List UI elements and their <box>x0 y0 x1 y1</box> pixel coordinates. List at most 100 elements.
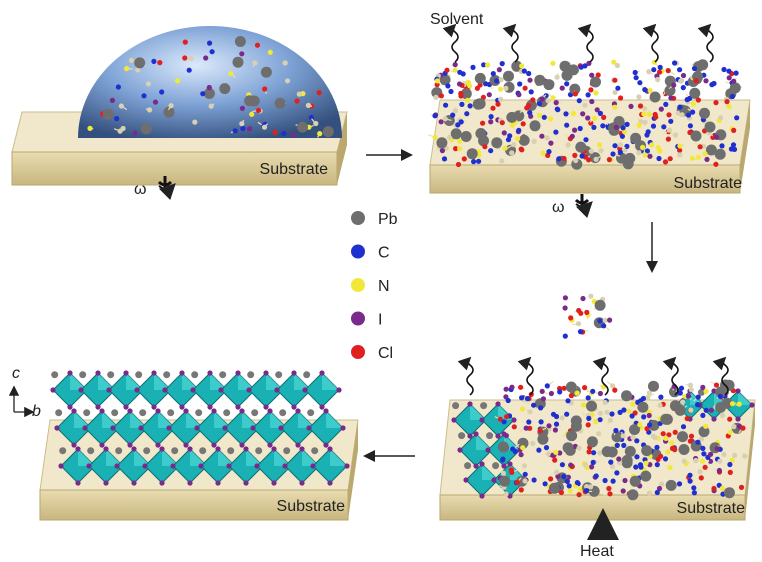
atom <box>141 93 146 98</box>
atom <box>555 75 560 80</box>
atom <box>252 60 257 65</box>
atom <box>700 446 705 451</box>
substrate-label: Substrate <box>677 500 746 517</box>
atom <box>450 113 455 118</box>
atom <box>306 103 311 108</box>
atom <box>435 78 440 83</box>
atom <box>718 115 723 120</box>
atom <box>576 321 581 326</box>
iodine <box>110 425 115 430</box>
atom <box>724 487 735 498</box>
atom <box>633 70 638 75</box>
atom <box>187 68 192 73</box>
atom <box>548 141 553 146</box>
atom <box>520 406 525 411</box>
atom <box>590 77 601 88</box>
atom <box>624 153 635 164</box>
lead <box>311 447 318 454</box>
vapor <box>707 26 713 62</box>
atom <box>557 389 562 394</box>
atom <box>607 318 612 323</box>
atom <box>584 488 589 493</box>
atom <box>597 142 602 147</box>
atom <box>570 134 575 139</box>
atom <box>654 445 659 450</box>
atom <box>626 409 631 414</box>
atom <box>495 102 500 107</box>
atom <box>527 409 532 414</box>
iodine <box>485 447 490 452</box>
vapor <box>527 359 533 395</box>
atom <box>499 158 504 163</box>
atom <box>553 130 558 135</box>
atom <box>512 424 517 429</box>
iodine <box>323 408 328 413</box>
atom <box>730 401 735 406</box>
iodine <box>99 408 104 413</box>
iodine <box>226 463 231 468</box>
atom <box>440 148 445 153</box>
atom <box>717 459 722 464</box>
atom <box>565 479 570 484</box>
atom <box>564 123 569 128</box>
atom <box>116 84 121 89</box>
iodine <box>187 446 192 451</box>
atom <box>637 80 642 85</box>
atom <box>690 156 695 161</box>
atom <box>598 417 603 422</box>
atom <box>621 443 626 448</box>
iodine <box>166 425 171 430</box>
atom <box>634 438 639 443</box>
iodine <box>162 387 167 392</box>
atom <box>583 137 588 142</box>
atom <box>219 83 230 94</box>
iodine <box>123 370 128 375</box>
atom <box>553 450 558 455</box>
atom <box>317 90 322 95</box>
atom <box>663 436 668 441</box>
atom <box>580 153 585 158</box>
iodine <box>99 442 104 447</box>
atom <box>689 88 700 99</box>
atom <box>731 128 736 133</box>
lead <box>492 462 499 469</box>
iodine <box>142 463 147 468</box>
atom <box>691 131 702 142</box>
atom <box>603 400 608 405</box>
atom <box>647 422 652 427</box>
atom <box>210 49 215 54</box>
atom <box>239 51 244 56</box>
atom <box>663 159 668 164</box>
atom <box>714 383 719 388</box>
atom <box>637 402 648 413</box>
iodine <box>103 480 108 485</box>
atom <box>442 156 447 161</box>
iodine <box>310 463 315 468</box>
atom <box>566 430 577 441</box>
iodine <box>190 387 195 392</box>
atom <box>740 426 745 431</box>
iodine <box>457 447 462 452</box>
iodine <box>263 370 268 375</box>
atom <box>516 92 521 97</box>
atom <box>666 480 677 491</box>
atom <box>497 67 502 72</box>
atom <box>502 146 507 151</box>
iodine <box>159 480 164 485</box>
atom <box>598 411 603 416</box>
atom <box>103 109 114 120</box>
atom <box>704 408 709 413</box>
legend-label: I <box>378 312 382 329</box>
atom <box>622 478 627 483</box>
atom <box>465 98 470 103</box>
iodine <box>183 442 188 447</box>
atom <box>634 454 639 459</box>
atom <box>634 75 639 80</box>
atom <box>697 59 708 70</box>
atom <box>577 492 582 497</box>
atom <box>290 132 295 137</box>
iodine <box>319 370 324 375</box>
atom <box>490 106 495 111</box>
atom <box>598 391 603 396</box>
atom <box>526 103 531 108</box>
